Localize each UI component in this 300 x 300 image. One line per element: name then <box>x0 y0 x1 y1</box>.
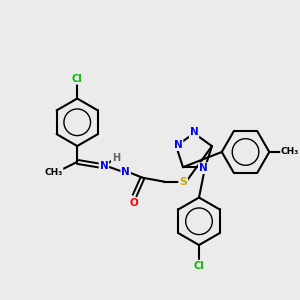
Text: N: N <box>174 140 182 150</box>
Text: N: N <box>190 127 198 137</box>
Text: N: N <box>100 161 108 171</box>
Text: Cl: Cl <box>194 261 204 271</box>
Text: S: S <box>179 177 187 187</box>
Text: Cl: Cl <box>72 74 83 84</box>
Text: O: O <box>129 199 138 208</box>
Text: CH₃: CH₃ <box>281 148 299 157</box>
Text: CH₃: CH₃ <box>44 168 63 177</box>
Text: N: N <box>199 163 208 173</box>
Text: H: H <box>112 153 120 163</box>
Text: N: N <box>122 167 130 177</box>
